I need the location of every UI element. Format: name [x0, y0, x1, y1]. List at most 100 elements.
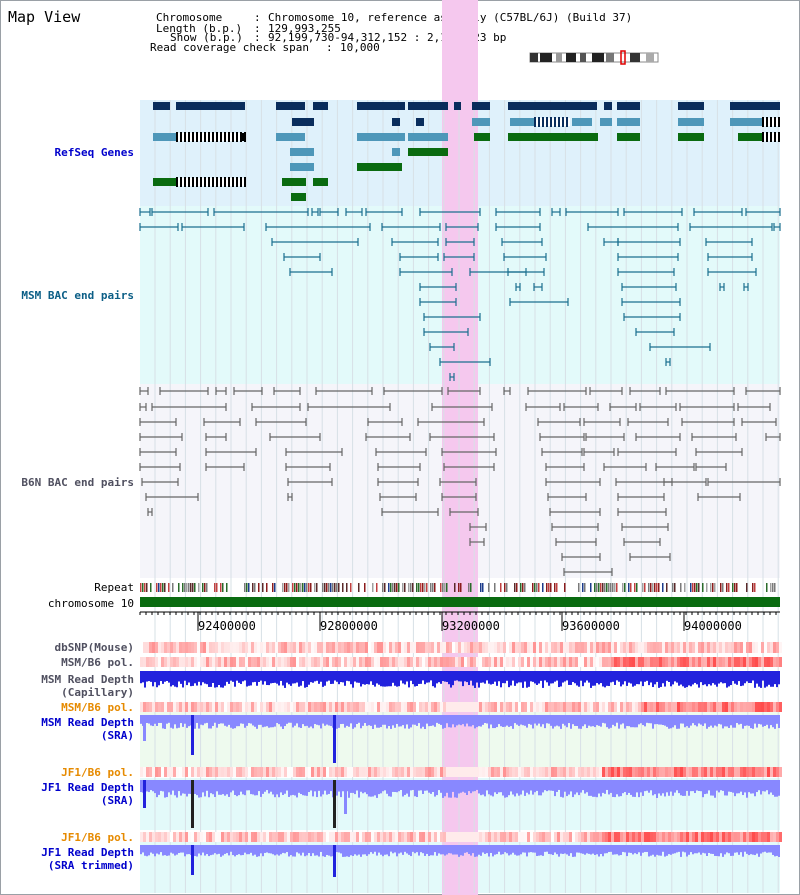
jf1-sra-depth-bar [300, 780, 302, 795]
jf1-pol-heat-cell [452, 767, 455, 777]
jf1-depth-trimmed-label[interactable]: JF1 Read Depth (SRA trimmed) [41, 846, 134, 872]
msm-pol2-heat-cell [752, 702, 755, 712]
repeat-element [394, 583, 396, 592]
jf1-b6-pol-label-2[interactable]: JF1/B6 pol. [61, 831, 134, 844]
jf1-sra-depth-bar [354, 780, 356, 795]
jf1-pol2-heat-cell [506, 832, 509, 842]
repeat-element [752, 583, 754, 592]
dbsnp-heat-cell [272, 642, 275, 653]
gene-exon [232, 177, 234, 187]
b6n-bac-track-label[interactable]: B6N BAC end pairs [21, 476, 134, 489]
msm-bac-track-label[interactable]: MSM BAC end pairs [21, 289, 134, 302]
jf1-pol-heat-cell [587, 767, 590, 777]
msm-capillary-depth-bar [366, 671, 368, 685]
jf1-sra-depth-bar [202, 780, 204, 793]
jf1-sra-depth-bar [648, 780, 650, 793]
msm-pol2-heat-cell [713, 702, 716, 712]
jf1-pol2-heat-cell [629, 832, 632, 842]
repeat-element [554, 583, 556, 592]
msm-pol2-heat-cell [611, 702, 614, 712]
msm-sra-depth-bar [538, 715, 540, 724]
repeat-element [772, 583, 774, 592]
msm-pol2-heat-cell [464, 702, 467, 712]
msm-capillary-depth-bar [524, 671, 526, 682]
jf1-pol2-heat-cell [725, 832, 728, 842]
msm-sra-depth-bar [172, 715, 174, 729]
jf1-trimmed-depth-bar [158, 845, 160, 855]
jf1-trimmed-depth-bar [578, 845, 580, 853]
jf1-sra-depth-bar [156, 780, 158, 798]
jf1-pol-heat-cell [263, 767, 266, 777]
msm-pol-heat-cell [644, 657, 647, 667]
msm-pol-heat-cell [671, 657, 674, 667]
jf1-sra-depth-bar [676, 780, 678, 791]
msm-sra-depth-bar [244, 715, 246, 728]
jf1-sra-depth-bar [678, 780, 680, 794]
msm-b6-pol-label-1[interactable]: MSM/B6 pol. [61, 656, 134, 669]
jf1-trimmed-depth-bar [564, 845, 566, 854]
jf1-trimmed-depth-bar [210, 845, 212, 856]
dbsnp-track-label[interactable]: dbSNP(Mouse) [54, 641, 134, 654]
msm-capillary-depth-bar [266, 671, 268, 686]
jf1-trimmed-depth-bar [286, 845, 288, 853]
msm-pol-heat-cell [173, 657, 176, 667]
jf1-sra-depth-bar [218, 780, 220, 795]
msm-sra-depth-bar [228, 715, 230, 725]
repeat-element [546, 583, 548, 592]
dbsnp-heat-cell [212, 642, 215, 653]
msm-pol-heat-cell [626, 657, 629, 667]
refseq-track-label[interactable]: RefSeq Genes [54, 146, 134, 159]
jf1-pol-heat-cell [545, 767, 548, 777]
dbsnp-heat-cell [722, 642, 725, 653]
repeat-element [422, 583, 424, 592]
dbsnp-heat-cell [155, 642, 158, 653]
msm-capillary-depth-bar [398, 671, 400, 687]
jf1-trimmed-depth-bar [422, 845, 424, 854]
msm-depth-sra-label[interactable]: MSM Read Depth (SRA) [41, 716, 134, 742]
dbsnp-heat-cell [521, 642, 524, 653]
gene-exon [546, 117, 548, 127]
jf1-pol-heat-cell [185, 767, 188, 777]
msm-sra-depth-bar [324, 715, 326, 726]
jf1-trimmed-depth-bar [346, 845, 348, 857]
jf1-pol-heat-cell [287, 767, 290, 777]
jf1-pol2-heat-cell [653, 832, 656, 842]
msm-sra-depth-bar [730, 715, 732, 726]
jf1-pol2-heat-cell [245, 832, 248, 842]
msm-depth-capillary-label[interactable]: MSM Read Depth (Capillary) [41, 673, 134, 699]
repeat-element [662, 583, 664, 592]
jf1-depth-sra-label[interactable]: JF1 Read Depth (SRA) [41, 781, 134, 807]
jf1-pol2-heat-cell [401, 832, 404, 842]
repeat-element [424, 583, 426, 592]
repeat-element [178, 583, 180, 592]
msm-sra-depth-bar [552, 715, 554, 729]
jf1-pol-heat-cell [683, 767, 686, 777]
jf1-trimmed-depth-bar [368, 845, 370, 855]
msm-capillary-depth-bar [316, 671, 318, 681]
jf1-sra-depth-bar [304, 780, 306, 796]
jf1-pol2-heat-cell [518, 832, 521, 842]
msm-pol-heat-cell [545, 657, 548, 667]
jf1-trimmed-depth-bar [318, 845, 320, 857]
msm-pol2-heat-cell [578, 702, 581, 712]
jf1-pol-heat-cell [416, 767, 419, 777]
dbsnp-heat-cell [176, 642, 179, 653]
msm-b6-pol-label-2[interactable]: MSM/B6 pol. [61, 701, 134, 714]
jf1-sra-depth-bar [512, 780, 514, 795]
msm-pol2-heat-cell [656, 702, 659, 712]
jf1-sra-depth-bar [422, 780, 424, 794]
gene-feature [276, 133, 305, 141]
msm-sra-depth-bar [406, 715, 408, 725]
msm-pol-heat-cell [584, 657, 587, 667]
msm-sra-depth-bar [272, 715, 274, 728]
jf1-pol-heat-cell [155, 767, 158, 777]
jf1-b6-pol-label-1[interactable]: JF1/B6 pol. [61, 766, 134, 779]
msm-sra-depth-bar [196, 715, 198, 723]
msm-sra-depth-bar [586, 715, 588, 729]
msm-pol2-heat-cell [647, 702, 650, 712]
msm-pol-heat-cell [587, 657, 590, 667]
jf1-pol-heat-cell [347, 767, 350, 777]
msm-sra-depth-bar [386, 715, 388, 729]
jf1-sra-depth-bar [632, 780, 634, 797]
